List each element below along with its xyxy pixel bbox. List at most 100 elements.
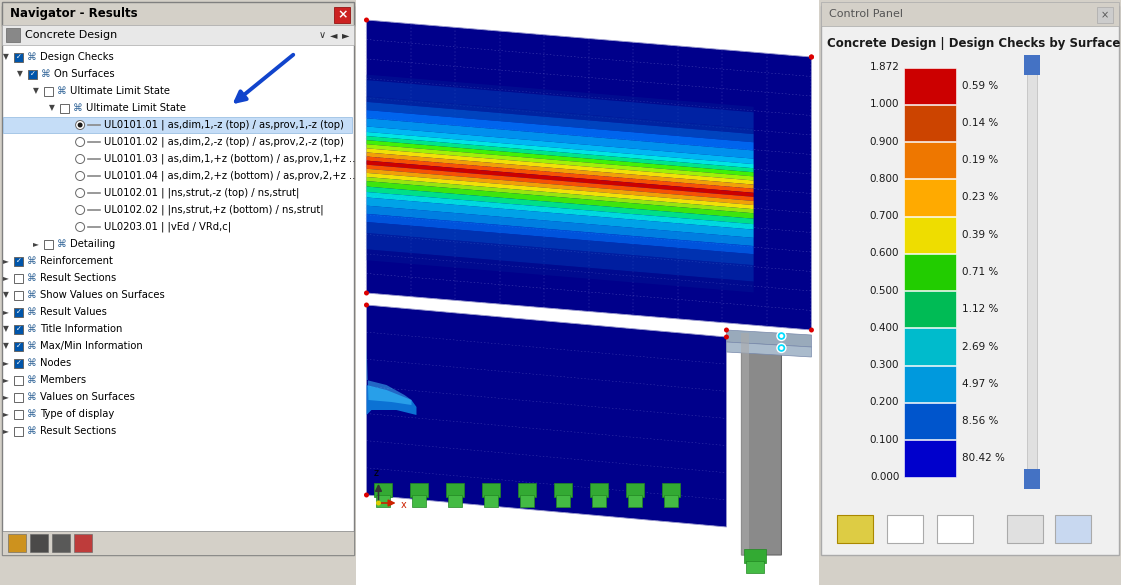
Text: ◄: ◄ [331, 30, 337, 40]
Polygon shape [726, 330, 812, 347]
Text: Control Panel: Control Panel [830, 9, 904, 19]
Text: x: x [400, 500, 406, 510]
Text: ▼: ▼ [49, 104, 55, 112]
Text: ✓: ✓ [16, 360, 21, 366]
Bar [905, 216, 956, 253]
Text: UL0102.01 | |ns,strut,-z (top) / ns,strut|: UL0102.01 | |ns,strut,-z (top) / ns,stru… [104, 188, 299, 198]
Circle shape [75, 137, 84, 146]
Text: Title Information: Title Information [40, 324, 122, 334]
Bar [905, 441, 956, 477]
Bar [15, 53, 24, 62]
Circle shape [364, 291, 369, 295]
Text: UL0203.01 | |vEd / VRd,c|: UL0203.01 | |vEd / VRd,c| [104, 222, 231, 232]
Bar [15, 325, 24, 334]
Text: 0.100: 0.100 [870, 435, 899, 445]
Bar [410, 483, 428, 497]
Text: 4.97 %: 4.97 % [962, 379, 999, 389]
Bar [2, 25, 354, 45]
Bar [15, 257, 24, 266]
Polygon shape [367, 206, 753, 246]
Circle shape [75, 121, 84, 129]
Text: 0.71 %: 0.71 % [962, 267, 999, 277]
Polygon shape [367, 132, 753, 168]
Circle shape [809, 54, 814, 60]
Text: Navigator - Results: Navigator - Results [10, 8, 138, 20]
Text: ▼: ▼ [17, 70, 22, 78]
Text: ⌘: ⌘ [27, 52, 37, 62]
Bar [905, 403, 956, 439]
Bar [744, 549, 767, 563]
Bar [15, 393, 24, 402]
Text: 2.69 %: 2.69 % [962, 342, 999, 352]
Text: ✓: ✓ [29, 71, 36, 77]
Circle shape [724, 328, 729, 332]
Text: ▼: ▼ [3, 53, 9, 61]
Bar [593, 495, 606, 507]
Bar [1097, 7, 1113, 23]
Bar [28, 70, 37, 79]
Text: Members: Members [40, 375, 86, 385]
Polygon shape [367, 177, 753, 214]
Circle shape [364, 493, 369, 497]
Bar [334, 7, 351, 23]
Bar [629, 495, 642, 507]
Text: 0.900: 0.900 [870, 136, 899, 147]
Text: Detailing: Detailing [71, 239, 115, 249]
Bar [937, 515, 973, 543]
Text: ×: × [337, 9, 348, 22]
Text: UL0101.01 | as,dim,1,-z (top) / as,prov,1,-z (top): UL0101.01 | as,dim,1,-z (top) / as,prov,… [104, 120, 344, 130]
Bar [3, 117, 352, 133]
Polygon shape [367, 233, 753, 281]
Polygon shape [367, 192, 753, 230]
Circle shape [809, 54, 814, 60]
Text: 0.800: 0.800 [870, 174, 899, 184]
Text: ►: ► [33, 239, 39, 249]
Text: ►: ► [3, 359, 9, 367]
Text: ▼: ▼ [3, 325, 9, 333]
Text: 0.39 %: 0.39 % [962, 230, 999, 240]
Bar [663, 483, 680, 497]
Bar [484, 495, 499, 507]
Text: ✓: ✓ [16, 343, 21, 349]
Text: ⌘: ⌘ [27, 341, 37, 351]
Text: Type of display: Type of display [40, 409, 114, 419]
Bar [905, 105, 956, 141]
Text: ⌘: ⌘ [27, 324, 37, 334]
Text: Ultimate Limit State: Ultimate Limit State [86, 103, 186, 113]
Circle shape [75, 222, 84, 232]
Bar [1025, 469, 1040, 489]
Bar [448, 495, 463, 507]
Text: Nodes: Nodes [40, 358, 72, 368]
Bar [888, 515, 924, 543]
Bar [905, 254, 956, 290]
Bar [905, 67, 956, 104]
Bar [6, 28, 20, 42]
Polygon shape [367, 140, 753, 177]
Bar [377, 495, 390, 507]
Bar [665, 495, 678, 507]
Bar [15, 274, 24, 283]
Bar [556, 495, 571, 507]
Text: ⌘: ⌘ [27, 426, 37, 436]
Bar [905, 142, 956, 178]
Bar [15, 359, 24, 368]
Polygon shape [367, 20, 812, 330]
Bar [44, 87, 53, 96]
Polygon shape [367, 157, 753, 193]
Bar [15, 410, 24, 419]
Polygon shape [367, 187, 753, 224]
Text: Concrete Design: Concrete Design [25, 30, 118, 40]
Polygon shape [741, 333, 781, 555]
Text: 0.500: 0.500 [870, 285, 899, 295]
Circle shape [809, 328, 814, 332]
Polygon shape [367, 80, 753, 129]
Polygon shape [367, 161, 753, 197]
Bar [1027, 67, 1037, 477]
Bar [837, 515, 873, 543]
Bar [555, 483, 573, 497]
Bar [15, 308, 24, 317]
Bar [74, 534, 92, 552]
Bar [1025, 55, 1040, 75]
Text: ⌘: ⌘ [41, 69, 50, 79]
Circle shape [777, 343, 786, 353]
